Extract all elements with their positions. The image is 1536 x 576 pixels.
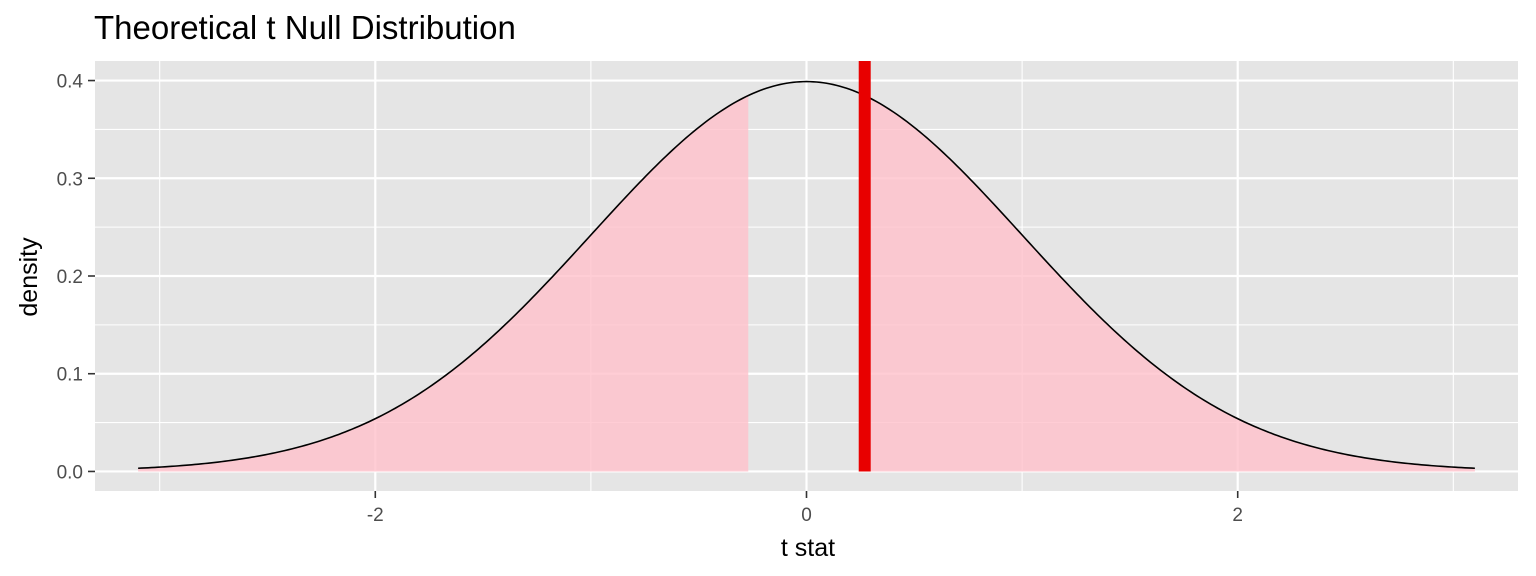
x-axis-title: t stat [781, 534, 835, 562]
shaded-regions [138, 95, 1475, 472]
y-tick-label: 0.4 [57, 72, 84, 93]
shaded-region [864, 95, 1475, 472]
y-tick-label: 0.2 [57, 267, 83, 288]
density-curve [138, 80, 1475, 470]
x-tick-label: -2 [367, 505, 384, 526]
y-axis-ticks: 0.0 0.1 0.2 0.3 0.4 [57, 72, 95, 483]
y-tick-label: 0.1 [57, 365, 83, 386]
shaded-region [138, 95, 749, 472]
y-tick-label: 0.0 [57, 462, 83, 483]
y-axis-title: density [15, 237, 43, 317]
chart-title: Theoretical t Null Distribution [94, 9, 516, 46]
x-axis-ticks: -2 0 2 [367, 491, 1243, 526]
x-tick-label: 0 [801, 505, 812, 526]
y-tick-label: 0.3 [57, 169, 83, 190]
x-tick-label: 2 [1232, 505, 1243, 526]
